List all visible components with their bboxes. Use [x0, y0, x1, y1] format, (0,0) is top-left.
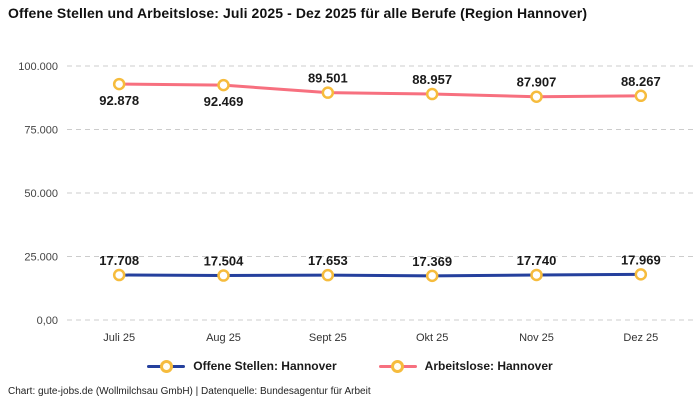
chart-canvas: 100.000 75.000 50.000 25.000 0,00 Juli 25 Aug …	[18, 61, 693, 344]
data-point-marker[interactable]	[321, 86, 335, 99]
data-point-label: 88.267	[621, 74, 661, 89]
data-point-label: 89.501	[308, 71, 348, 86]
data-point-marker[interactable]	[425, 87, 439, 101]
y-axis-tick-label: 50.000	[24, 188, 58, 200]
data-point-label: 92.878	[99, 93, 139, 108]
x-axis-tick-label: Nov 25	[519, 332, 554, 344]
attribution-text: Chart: gute-jobs.de (Wollmilchsau GmbH) …	[8, 386, 371, 397]
data-point-marker[interactable]	[634, 89, 648, 103]
legend-label-offene-stellen: Offene Stellen: Hannover	[193, 359, 337, 373]
data-point-label: 87.907	[517, 75, 557, 90]
data-point-label: 92.469	[204, 94, 244, 109]
series-line-offene-stellen	[117, 272, 643, 278]
legend-item-offene-stellen[interactable]: Offene Stellen: Hannover	[147, 359, 337, 373]
data-point-label: 17.369	[412, 254, 452, 269]
data-point-label: 17.969	[621, 252, 661, 267]
legend-marker-icon	[391, 359, 405, 373]
y-axis-tick-label: 75.000	[24, 125, 58, 137]
data-point-marker[interactable]	[634, 268, 648, 281]
x-axis-tick-label: Okt 25	[416, 332, 448, 344]
chart-title: Offene Stellen und Arbeitslose: Juli 202…	[8, 5, 588, 21]
x-axis-tick-label: Sept 25	[309, 332, 347, 344]
x-axis-tick-label: Aug 25	[206, 332, 241, 344]
data-point-marker[interactable]	[217, 269, 230, 282]
series-line-arbeitslose	[117, 82, 643, 99]
data-point-label: 17.504	[204, 254, 245, 269]
data-point-marker[interactable]	[112, 77, 126, 91]
data-point-marker[interactable]	[530, 90, 543, 103]
legend-line-sample-offene-stellen	[147, 359, 186, 373]
data-point-marker[interactable]	[321, 268, 335, 282]
legend: Offene Stellen: Hannover Arbeitslose: Ha…	[0, 359, 700, 373]
legend-line-sample-arbeitslose	[378, 359, 417, 373]
data-point-label: 17.708	[99, 253, 139, 268]
y-axis-tick-label: 100.000	[18, 61, 58, 73]
data-point-marker[interactable]	[425, 269, 439, 283]
x-axis-tick-label: Juli 25	[103, 332, 135, 344]
data-point-label: 17.740	[517, 253, 557, 268]
x-axis-tick-label: Dez 25	[623, 332, 658, 344]
y-axis-tick-label: 25.000	[24, 252, 58, 264]
legend-item-arbeitslose[interactable]: Arbeitslose: Hannover	[378, 359, 553, 373]
data-point-marker[interactable]	[112, 268, 126, 282]
data-point-marker[interactable]	[217, 78, 230, 92]
data-point-label: 88.957	[412, 72, 452, 87]
data-point-label: 17.653	[308, 253, 348, 268]
legend-marker-icon	[159, 359, 173, 373]
y-axis-tick-label: 0,00	[37, 315, 58, 327]
legend-label-arbeitslose: Arbeitslose: Hannover	[424, 359, 553, 373]
data-point-marker[interactable]	[530, 268, 543, 282]
